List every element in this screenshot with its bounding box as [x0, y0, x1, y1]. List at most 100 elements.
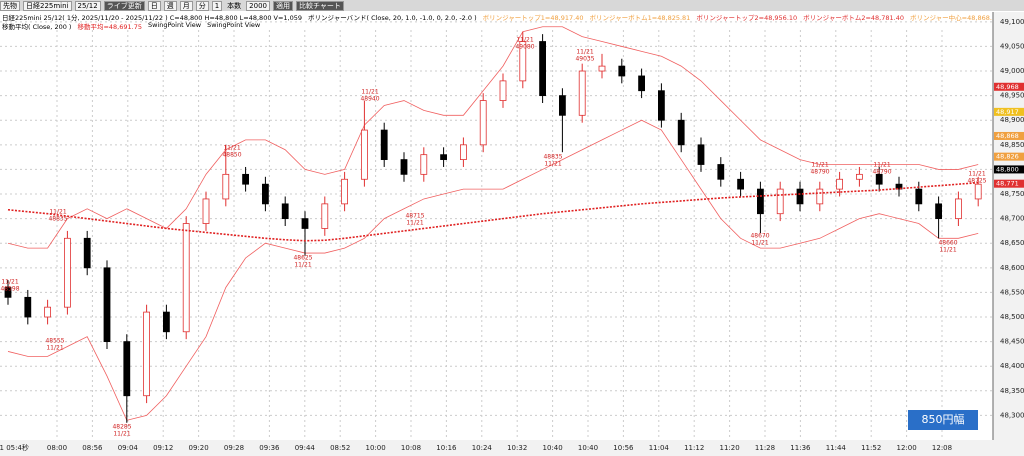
swing-label: 11/21 — [576, 49, 593, 56]
swing-label: 48670 — [750, 233, 769, 240]
y-tick-label: 48,750 — [1000, 190, 1024, 198]
candle-body — [321, 203, 329, 229]
candle-body — [24, 296, 32, 318]
week-button[interactable]: 週 — [163, 0, 177, 11]
x-tick-label: 21 05:4秒 — [0, 443, 29, 452]
symbol-select[interactable]: 日経225mini — [23, 0, 72, 11]
x-tick-label: 09:20 — [189, 444, 209, 452]
x-tick-label: 11:28 — [755, 444, 775, 452]
ma-value: 移動平均=48,691.75 — [77, 23, 142, 31]
swing-label: 11/21 — [516, 37, 533, 44]
candle-body — [4, 287, 12, 298]
x-tick-label: 11:36 — [790, 444, 811, 452]
x-tick-label: 08:52 — [330, 444, 350, 452]
candle-body — [242, 173, 250, 185]
candle-body — [222, 173, 230, 200]
swing-label: 48715 — [405, 213, 424, 220]
price-tag — [994, 152, 1024, 161]
apply-button[interactable]: 適用 — [273, 0, 293, 11]
price-tag-label: 48,826 — [996, 153, 1019, 161]
x-tick-label: 11:52 — [861, 444, 881, 452]
candle-body — [757, 188, 764, 215]
candle-body — [301, 218, 309, 229]
swing-label: 49080 — [515, 44, 534, 51]
x-tick-label: 09:04 — [118, 444, 139, 452]
bollinger-upper — [7, 26, 979, 249]
candle-body — [717, 164, 725, 180]
x-tick-label: 10:24 — [472, 444, 493, 452]
price-tag-label: 48,771 — [996, 180, 1019, 188]
swing-label: 11/21 — [46, 345, 63, 352]
candle-body — [380, 129, 388, 160]
y-tick-label: 48,600 — [1000, 264, 1024, 272]
y-tick-label: 48,950 — [1000, 92, 1024, 100]
candle-body — [598, 65, 606, 72]
y-tick-label: 49,000 — [1000, 67, 1024, 75]
y-tick-label: 48,300 — [1000, 411, 1024, 419]
candle-body — [856, 173, 863, 180]
x-tick-label: 08:00 — [47, 444, 67, 452]
candle-body — [341, 178, 349, 205]
swing-label: 11/21 — [544, 161, 561, 168]
candle-body — [638, 75, 645, 92]
band-value: ボリンジャー中心=48,868.75 — [910, 14, 992, 22]
swing-label: 48835 — [48, 216, 67, 223]
candle-body — [539, 41, 546, 97]
y-tick-label: 48,650 — [1000, 239, 1024, 247]
x-tick-label: 09:36 — [259, 444, 280, 452]
band-value: ボリンジャートップ2=48,956.10 — [696, 14, 798, 22]
swing-label: 11/21 — [1, 279, 18, 286]
compare-button[interactable]: 比較チャート — [296, 0, 344, 11]
contract-select[interactable]: 25/12 — [74, 0, 101, 11]
minute-button[interactable]: 分 — [195, 0, 209, 11]
candle-body — [281, 203, 289, 220]
candle-body — [123, 341, 131, 397]
candle-body — [202, 198, 210, 224]
y-tick-label: 48,900 — [1000, 116, 1024, 124]
count-input[interactable]: 2000 — [246, 0, 270, 11]
candle-body — [519, 41, 527, 82]
band-value: ボリンジャーボトム2=48,781.40 — [803, 14, 904, 22]
candle-body — [955, 198, 962, 220]
y-tick-label: 49,100 — [1000, 18, 1024, 26]
swing-label: 48598 — [0, 286, 19, 293]
x-tick-label: 11:20 — [720, 444, 740, 452]
y-tick-label: 48,700 — [1000, 215, 1024, 223]
x-tick-label: 11:44 — [826, 444, 847, 452]
price-tag — [994, 82, 1024, 91]
swing-label: 48285 — [112, 424, 131, 431]
candle-body — [895, 183, 903, 190]
swing-label: 11/21 — [294, 262, 311, 269]
info-line: 日経225mini 25/12( 1分, 2025/11/20 - 2025/1… — [2, 12, 992, 22]
x-tick-label: 12:08 — [932, 444, 952, 452]
swing-label: 48790 — [810, 169, 829, 176]
live-button[interactable]: ライブ更新 — [103, 0, 145, 11]
info-text: ボリンジャーバンド( Close, 20, 1.0, -1.0, 0, 2.0,… — [308, 14, 477, 22]
price-tag — [994, 131, 1024, 140]
info-text: 移動平均( Close, 200 ) — [2, 23, 72, 31]
x-tick-label: 12:00 — [897, 444, 917, 452]
moving-average — [7, 181, 979, 242]
day-button[interactable]: 日 — [147, 0, 161, 11]
candle-body — [677, 119, 685, 146]
market-select[interactable]: 先物 — [0, 0, 20, 11]
x-axis-panel — [0, 440, 1024, 456]
band-value: ボリンジャートップ1=48,917.40 — [482, 14, 584, 22]
candle-body — [935, 203, 942, 220]
swing-label: 11/21 — [223, 145, 240, 152]
month-button[interactable]: 月 — [179, 0, 193, 11]
price-tag-label: 48,917 — [996, 108, 1019, 116]
candle-body — [44, 306, 51, 318]
swing-label: 48835 — [543, 154, 562, 161]
swing-label: 11/21 — [811, 162, 828, 169]
y-tick-label: 48,500 — [1000, 313, 1024, 321]
interval-input[interactable]: 1 — [211, 0, 223, 11]
candle-body — [499, 80, 507, 101]
swing-label: 11/21 — [49, 209, 66, 216]
swing-label: 11/21 — [406, 220, 423, 227]
candle-body — [103, 267, 111, 343]
swing-label: 48725 — [967, 178, 986, 185]
swing-label: 11/21 — [968, 171, 985, 178]
price-tag-label: 48,868 — [996, 132, 1019, 140]
